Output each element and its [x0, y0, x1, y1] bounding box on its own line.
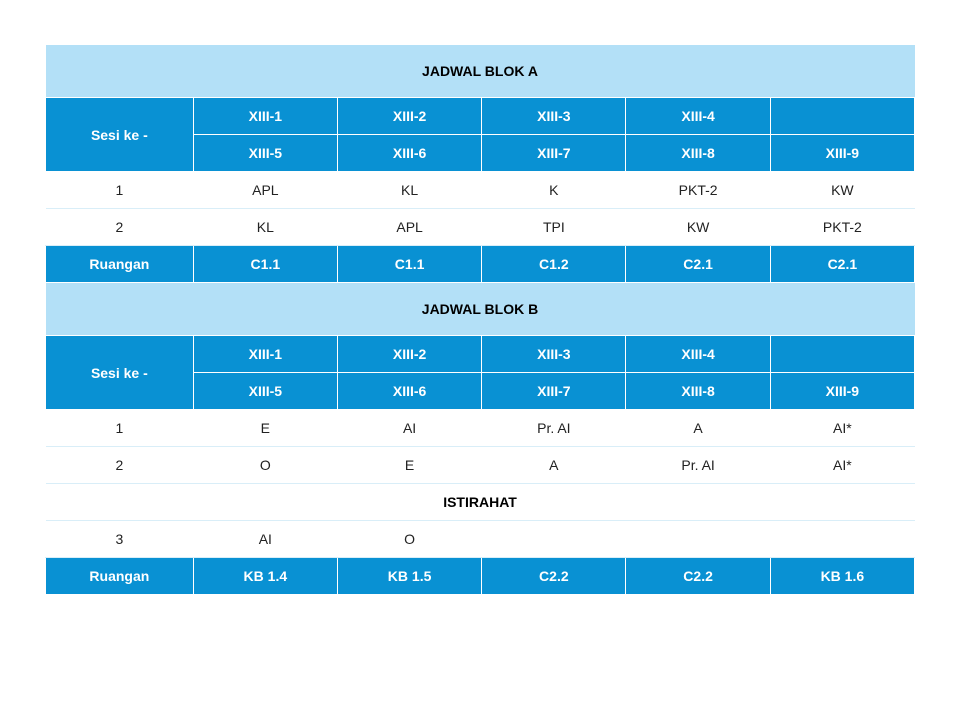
- block-b-title-row: JADWAL BLOK B: [46, 283, 915, 336]
- data-cell: O: [193, 447, 337, 484]
- sesi-label-b: Sesi ke -: [46, 336, 194, 410]
- data-cell: A: [482, 447, 626, 484]
- hdr-b-r2-c1: XIII-5: [193, 373, 337, 410]
- data-cell: Pr. AI: [626, 447, 770, 484]
- data-cell: APL: [337, 209, 481, 246]
- sesi-cell: 2: [46, 209, 194, 246]
- data-cell: TPI: [482, 209, 626, 246]
- hdr-b-r2-c5: XIII-9: [770, 373, 914, 410]
- hdr-a-r2-c4: XIII-8: [626, 135, 770, 172]
- schedule-table: JADWAL BLOK A Sesi ke - XIII-1 XIII-2 XI…: [45, 45, 915, 595]
- data-cell: [626, 521, 770, 558]
- data-cell: KW: [770, 172, 914, 209]
- data-cell: KW: [626, 209, 770, 246]
- data-cell: O: [337, 521, 481, 558]
- block-a-row-1: 1 APL KL K PKT-2 KW: [46, 172, 915, 209]
- data-cell: PKT-2: [626, 172, 770, 209]
- data-cell: [482, 521, 626, 558]
- ruangan-cell: KB 1.5: [337, 558, 481, 595]
- ruangan-cell: C1.1: [193, 246, 337, 283]
- ruangan-cell: C2.1: [770, 246, 914, 283]
- data-cell: AI: [193, 521, 337, 558]
- block-b-row-1: 1 E AI Pr. AI A AI*: [46, 410, 915, 447]
- block-b-ruangan-row: Ruangan KB 1.4 KB 1.5 C2.2 C2.2 KB 1.6: [46, 558, 915, 595]
- ruangan-cell: KB 1.6: [770, 558, 914, 595]
- hdr-a-r1-c1: XIII-1: [193, 98, 337, 135]
- data-cell: PKT-2: [770, 209, 914, 246]
- data-cell: AI*: [770, 410, 914, 447]
- block-a-row-2: 2 KL APL TPI KW PKT-2: [46, 209, 915, 246]
- ruangan-label-b: Ruangan: [46, 558, 194, 595]
- block-b-row-3: 3 AI O: [46, 521, 915, 558]
- hdr-a-r1-c5: [770, 98, 914, 135]
- hdr-b-r1-c3: XIII-3: [482, 336, 626, 373]
- hdr-a-r2-c3: XIII-7: [482, 135, 626, 172]
- hdr-b-r1-c2: XIII-2: [337, 336, 481, 373]
- block-b-title: JADWAL BLOK B: [46, 283, 915, 336]
- block-a-title-row: JADWAL BLOK A: [46, 45, 915, 98]
- hdr-a-r2-c1: XIII-5: [193, 135, 337, 172]
- sesi-cell: 1: [46, 172, 194, 209]
- hdr-a-r2-c5: XIII-9: [770, 135, 914, 172]
- ruangan-cell: C1.1: [337, 246, 481, 283]
- block-a-ruangan-row: Ruangan C1.1 C1.1 C1.2 C2.1 C2.1: [46, 246, 915, 283]
- hdr-a-r2-c2: XIII-6: [337, 135, 481, 172]
- ruangan-cell: C2.1: [626, 246, 770, 283]
- break-label: ISTIRAHAT: [46, 484, 915, 521]
- hdr-b-r1-c4: XIII-4: [626, 336, 770, 373]
- ruangan-cell: C2.2: [482, 558, 626, 595]
- block-a-title: JADWAL BLOK A: [46, 45, 915, 98]
- block-b-break-row: ISTIRAHAT: [46, 484, 915, 521]
- hdr-b-r1-c1: XIII-1: [193, 336, 337, 373]
- hdr-a-r1-c3: XIII-3: [482, 98, 626, 135]
- data-cell: K: [482, 172, 626, 209]
- hdr-a-r1-c2: XIII-2: [337, 98, 481, 135]
- ruangan-cell: KB 1.4: [193, 558, 337, 595]
- data-cell: KL: [193, 209, 337, 246]
- hdr-b-r1-c5: [770, 336, 914, 373]
- sesi-cell: 3: [46, 521, 194, 558]
- ruangan-cell: C1.2: [482, 246, 626, 283]
- block-a-header-row1: Sesi ke - XIII-1 XIII-2 XIII-3 XIII-4: [46, 98, 915, 135]
- data-cell: AI: [337, 410, 481, 447]
- data-cell: E: [193, 410, 337, 447]
- data-cell: [770, 521, 914, 558]
- hdr-b-r2-c4: XIII-8: [626, 373, 770, 410]
- data-cell: APL: [193, 172, 337, 209]
- sesi-label-a: Sesi ke -: [46, 98, 194, 172]
- sesi-cell: 1: [46, 410, 194, 447]
- block-b-header-row1: Sesi ke - XIII-1 XIII-2 XIII-3 XIII-4: [46, 336, 915, 373]
- hdr-a-r1-c4: XIII-4: [626, 98, 770, 135]
- data-cell: Pr. AI: [482, 410, 626, 447]
- ruangan-cell: C2.2: [626, 558, 770, 595]
- ruangan-label-a: Ruangan: [46, 246, 194, 283]
- hdr-b-r2-c2: XIII-6: [337, 373, 481, 410]
- block-b-row-2: 2 O E A Pr. AI AI*: [46, 447, 915, 484]
- data-cell: A: [626, 410, 770, 447]
- data-cell: E: [337, 447, 481, 484]
- data-cell: KL: [337, 172, 481, 209]
- sesi-cell: 2: [46, 447, 194, 484]
- hdr-b-r2-c3: XIII-7: [482, 373, 626, 410]
- data-cell: AI*: [770, 447, 914, 484]
